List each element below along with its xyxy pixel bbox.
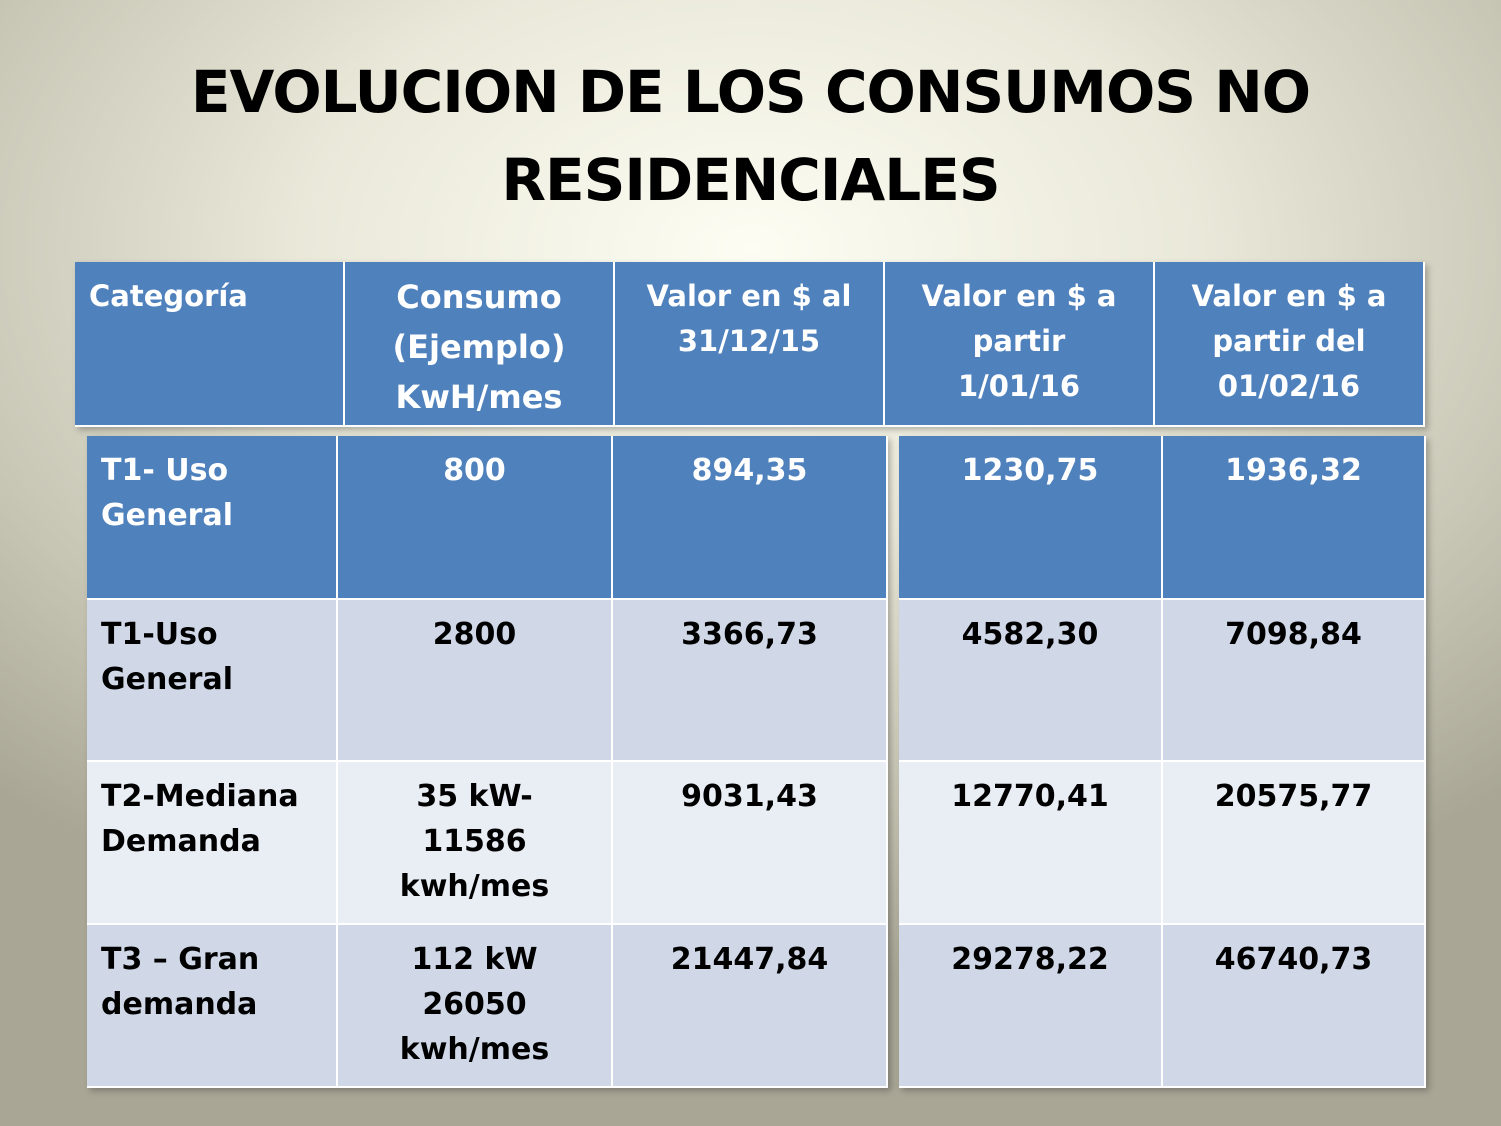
valor-2015-value: 894,35 — [691, 453, 808, 488]
consumo-line: kwh/mes — [399, 869, 550, 904]
valor-010116-value: 1230,75 — [961, 453, 1099, 488]
cell-valor-010116: 1230,75 — [899, 436, 1163, 600]
consumo-line: 112 kW — [411, 942, 538, 977]
categoria-line: General — [101, 498, 233, 533]
valor-2015-value: 3366,73 — [681, 617, 818, 652]
valor-010116-value: 29278,22 — [951, 942, 1109, 977]
cell-valor-2015: 3366,73 — [613, 600, 888, 762]
cell-valor-2015: 9031,43 — [613, 762, 888, 925]
consumo-line: 11586 — [422, 824, 527, 859]
header-consumo-line-2: (Ejemplo) — [392, 328, 566, 366]
slide-title: EVOLUCION DE LOS CONSUMOS NO RESIDENCIAL… — [60, 48, 1441, 224]
valor-2015-value: 9031,43 — [681, 779, 818, 814]
header-cell-consumo: Consumo (Ejemplo) KwH/mes — [345, 262, 615, 427]
valor-2015-value: 21447,84 — [670, 942, 829, 977]
cell-valor-010116: 12770,41 — [899, 762, 1163, 925]
cell-consumo: 35 kW- 11586 kwh/mes — [338, 762, 613, 925]
cell-valor-010116: 4582,30 — [899, 600, 1163, 762]
cell-valor-2015: 21447,84 — [613, 925, 888, 1088]
categoria-line: demanda — [101, 987, 258, 1022]
header-valor-010216-line-2: partir del — [1212, 324, 1366, 358]
header-valor-010116-line-1: Valor en $ a — [921, 279, 1117, 313]
categoria-line: General — [101, 662, 233, 697]
categoria-line: T1-Uso — [101, 617, 218, 652]
categoria-line: T3 – Gran — [101, 942, 260, 977]
cell-categoria: T1- Uso General — [87, 436, 338, 600]
header-valor-2015-line-1: Valor en $ al — [646, 279, 852, 313]
valor-010116-value: 4582,30 — [961, 617, 1099, 652]
header-valor-010216-line-3: 01/02/16 — [1217, 369, 1361, 403]
cell-valor-010216: 20575,77 — [1163, 762, 1426, 925]
consumo-line: 800 — [443, 453, 506, 488]
header-valor-010116-line-3: 1/01/16 — [957, 369, 1081, 403]
header-cell-valor-010216: Valor en $ a partir del 01/02/16 — [1155, 262, 1425, 427]
valor-010116-value: 12770,41 — [951, 779, 1109, 814]
categoria-line: T1- Uso — [101, 453, 229, 488]
header-valor-2015-line-2: 31/12/15 — [677, 324, 821, 358]
categoria-line: Demanda — [101, 824, 261, 859]
valor-010216-value: 46740,73 — [1214, 942, 1373, 977]
valor-010216-value: 7098,84 — [1225, 617, 1362, 652]
cell-consumo: 800 — [338, 436, 613, 600]
header-cell-valor-2015: Valor en $ al 31/12/15 — [615, 262, 885, 427]
valor-010216-value: 1936,32 — [1225, 453, 1362, 488]
categoria-line: T2-Mediana — [101, 779, 299, 814]
cell-valor-2015: 894,35 — [613, 436, 888, 600]
consumo-line: 26050 — [422, 987, 527, 1022]
consumo-line: kwh/mes — [399, 1032, 550, 1067]
header-cell-categoria: Categoría — [75, 262, 345, 427]
header-valor-010116-line-2: partir — [972, 324, 1066, 358]
cell-valor-010216: 7098,84 — [1163, 600, 1426, 762]
consumo-line: 2800 — [432, 617, 517, 652]
cell-categoria: T3 – Gran demanda — [87, 925, 338, 1088]
header-consumo-line-1: Consumo — [396, 278, 562, 316]
header-categoria-line: Categoría — [89, 279, 248, 313]
cell-consumo: 2800 — [338, 600, 613, 762]
header-valor-010216-line-1: Valor en $ a — [1191, 279, 1387, 313]
valor-010216-value: 20575,77 — [1214, 779, 1373, 814]
header-cell-valor-010116: Valor en $ a partir 1/01/16 — [885, 262, 1155, 427]
slide-title-line-1: EVOLUCION DE LOS CONSUMOS NO — [190, 58, 1311, 126]
cell-consumo: 112 kW 26050 kwh/mes — [338, 925, 613, 1088]
cell-categoria: T2-Mediana Demanda — [87, 762, 338, 925]
cell-valor-010216: 1936,32 — [1163, 436, 1426, 600]
slide-title-line-2: RESIDENCIALES — [501, 146, 1000, 214]
cell-valor-010116: 29278,22 — [899, 925, 1163, 1088]
consumo-line: 35 kW- — [416, 779, 533, 814]
header-consumo-line-3: KwH/mes — [395, 378, 563, 416]
cell-categoria: T1-Uso General — [87, 600, 338, 762]
cell-valor-010216: 46740,73 — [1163, 925, 1426, 1088]
